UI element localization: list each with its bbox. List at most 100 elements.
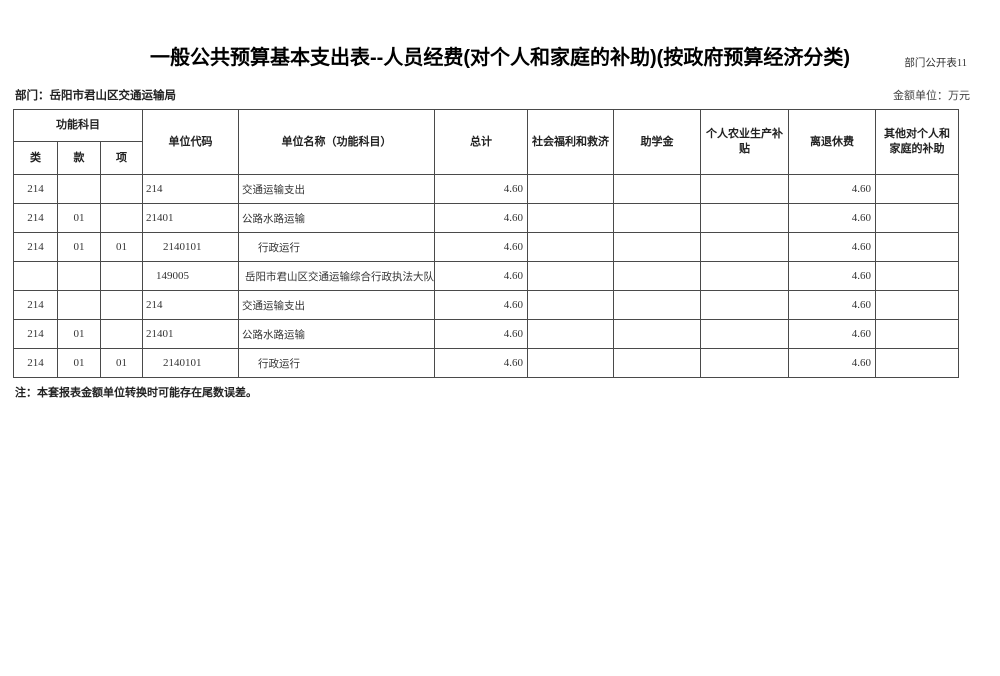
header-unit-name: 单位名称（功能科目） [238,109,436,175]
cell-other [875,232,960,262]
cell-welfare [527,174,615,204]
cell-total: 4.60 [434,319,529,349]
table-row: 214 01 21401 公路水路运输 4.60 4.60 [13,203,960,233]
cell-unit-code: 214 [142,290,240,320]
cell-other [875,290,960,320]
cell-other [875,261,960,291]
cell-unit-name: 行政运行 [238,232,436,262]
cell-lei: 214 [13,203,58,233]
cell-unit-code: 214 [142,174,240,204]
cell-unit-name: 公路水路运输 [238,319,436,349]
cell-unit-name: 行政运行 [238,348,436,378]
cell-lei: 214 [13,174,58,204]
cell-total: 4.60 [434,203,529,233]
cell-other [875,348,960,378]
cell-unit-code: 149005 [142,261,240,291]
cell-unit-code: 2140101 [142,232,240,262]
cell-unit-code: 2140101 [142,348,240,378]
cell-welfare [527,290,615,320]
cell-lei: 214 [13,232,58,262]
cell-unit-name: 岳阳市君山区交通运输综合行政执法大队 [238,261,436,291]
cell-xiang [99,174,144,204]
cell-xiang [99,290,144,320]
cell-agri [700,203,790,233]
cell-xiang: 01 [99,232,144,262]
cell-other [875,319,960,349]
cell-kuan [57,174,101,204]
page-title: 一般公共预算基本支出表--人员经费(对个人和家庭的补助)(按政府预算经济分类) [150,47,850,69]
cell-agri [700,174,790,204]
cell-kuan: 01 [57,232,101,262]
table-row: 214 01 21401 公路水路运输 4.60 4.60 [13,319,960,349]
amount-unit-label: 金额单位：万元 [893,90,970,102]
cell-xiang [99,261,144,291]
cell-grant [613,319,702,349]
cell-kuan: 01 [57,203,101,233]
cell-lei: 214 [13,348,58,378]
header-unit-code: 单位代码 [142,109,240,175]
cell-total: 4.60 [434,290,529,320]
cell-retire: 4.60 [788,319,877,349]
cell-xiang [99,203,144,233]
cell-retire: 4.60 [788,348,877,378]
header-other: 其他对个人和家庭的补助 [875,109,960,175]
cell-welfare [527,348,615,378]
header-func-group: 功能科目 [12,109,144,142]
table-row: 214 214 交通运输支出 4.60 4.60 [13,174,960,204]
cell-total: 4.60 [434,261,529,291]
cell-other [875,174,960,204]
cell-total: 4.60 [434,348,529,378]
table-row: 214 01 01 2140101 行政运行 4.60 4.60 [13,348,960,378]
cell-grant [613,232,702,262]
cell-retire: 4.60 [788,232,877,262]
header-func-kuan: 款 [57,141,101,175]
cell-kuan [57,290,101,320]
cell-grant [613,174,702,204]
form-number-label: 部门公开表11 [904,58,967,69]
cell-other [875,203,960,233]
cell-agri [700,232,790,262]
budget-table: 功能科目 单位代码 单位名称（功能科目） 总计 社会福利和救济 助学金 个人农业… [12,109,960,378]
cell-lei: 214 [13,319,58,349]
cell-agri [700,348,790,378]
cell-total: 4.60 [434,174,529,204]
cell-retire: 4.60 [788,203,877,233]
cell-unit-name: 交通运输支出 [238,290,436,320]
cell-xiang [99,319,144,349]
cell-welfare [527,232,615,262]
cell-agri [700,319,790,349]
cell-unit-name: 交通运输支出 [238,174,436,204]
cell-welfare [527,319,615,349]
cell-grant [613,203,702,233]
cell-kuan: 01 [57,319,101,349]
cell-welfare [527,261,615,291]
cell-unit-name: 公路水路运输 [238,203,436,233]
cell-total: 4.60 [434,232,529,262]
cell-lei: 214 [13,290,58,320]
table-row: 214 214 交通运输支出 4.60 4.60 [13,290,960,320]
header-func-xiang: 项 [99,141,144,175]
table-row: 214 01 01 2140101 行政运行 4.60 4.60 [13,232,960,262]
cell-grant [613,290,702,320]
header-total: 总计 [434,109,529,175]
header-retire: 离退休费 [788,109,877,175]
cell-kuan: 01 [57,348,101,378]
header-welfare: 社会福利和救济 [527,109,615,175]
cell-lei [13,261,58,291]
cell-kuan [57,261,101,291]
cell-retire: 4.60 [788,290,877,320]
header-grant: 助学金 [613,109,702,175]
cell-xiang: 01 [99,348,144,378]
cell-grant [613,261,702,291]
cell-agri [700,290,790,320]
table-row: 149005 岳阳市君山区交通运输综合行政执法大队 4.60 4.60 [13,261,960,291]
cell-unit-code: 21401 [142,319,240,349]
meta-row: 部门：岳阳市君山区交通运输局 金额单位：万元 [15,87,970,103]
footnote: 注：本套报表金额单位转换时可能存在尾数误差。 [15,387,257,399]
cell-unit-code: 21401 [142,203,240,233]
cell-welfare [527,203,615,233]
cell-retire: 4.60 [788,174,877,204]
cell-retire: 4.60 [788,261,877,291]
header-agri: 个人农业生产补贴 [700,109,790,175]
cell-agri [700,261,790,291]
